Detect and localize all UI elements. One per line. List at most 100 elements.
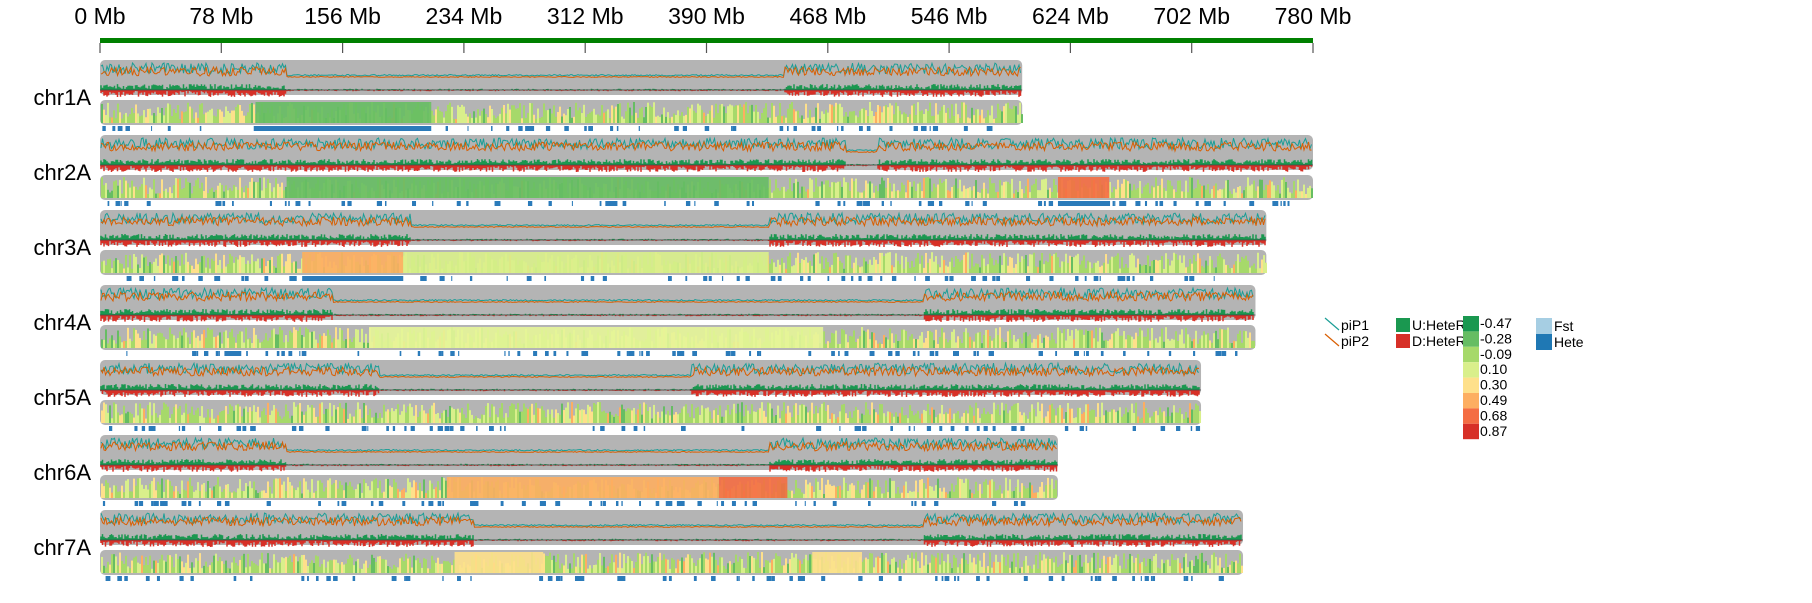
fst-stripe [407, 558, 409, 573]
fst-stripe [959, 179, 961, 198]
fst-stripe [499, 113, 501, 123]
fst-stripe [193, 330, 195, 348]
fst-stripe [825, 484, 827, 498]
fst-stripe [943, 560, 945, 573]
fst-stripe [833, 182, 835, 198]
fst-stripe [1303, 184, 1305, 198]
fst-stripe [947, 342, 949, 348]
fst-stripe [1011, 339, 1013, 348]
fst-stripe [277, 334, 279, 348]
hete-mark [504, 426, 506, 431]
fst-stripe [163, 491, 165, 498]
fst-stripe [1023, 258, 1025, 273]
fst-stripe [1005, 181, 1007, 198]
fst-stripe [873, 567, 875, 573]
fst-stripe [255, 411, 257, 423]
fst-stripe [241, 257, 243, 273]
hete-mark [215, 201, 219, 206]
fst-stripe [289, 482, 291, 498]
fst-stripe [185, 178, 187, 198]
fst-stripe [1251, 340, 1253, 348]
fst-stripe [1063, 552, 1065, 573]
hete-mark [797, 576, 801, 581]
fst-stripe [1065, 560, 1067, 573]
fst-stripe [975, 564, 977, 573]
fst-stripe [1285, 181, 1287, 198]
legend-pi-swatch [1324, 333, 1340, 347]
fst-stripe [111, 268, 113, 273]
hete-block [302, 276, 404, 281]
fst-stripe [1077, 330, 1079, 348]
fst-stripe [1139, 563, 1141, 573]
fst-stripe [789, 252, 791, 273]
hete-mark [437, 501, 442, 506]
hete-mark [476, 426, 478, 431]
fst-stripe [795, 480, 797, 498]
fst-stripe [1113, 409, 1115, 423]
fst-block [718, 477, 788, 498]
fst-stripe [1175, 254, 1177, 273]
fst-stripe [207, 257, 209, 273]
hete-mark [588, 126, 593, 131]
hete-mark [497, 201, 501, 206]
fst-stripe [179, 178, 181, 198]
fst-stripe [905, 330, 907, 348]
fst-stripe [943, 104, 945, 123]
fst-stripe [127, 566, 129, 573]
fst-stripe [155, 335, 157, 348]
fst-stripe [991, 479, 993, 498]
fst-stripe [857, 338, 859, 348]
fst-stripe [251, 488, 253, 498]
hete-mark [315, 576, 319, 581]
fst-stripe [285, 261, 287, 273]
fst-stripe [971, 253, 973, 273]
fst-stripe [161, 253, 163, 273]
fst-stripe [357, 558, 359, 573]
fst-stripe [1233, 340, 1235, 348]
fst-stripe [153, 261, 155, 273]
fst-stripe [805, 191, 807, 198]
fst-stripe [167, 103, 169, 123]
fst-stripe [937, 343, 939, 348]
fst-stripe [735, 105, 737, 123]
hete-mark [506, 126, 510, 131]
fst-stripe [117, 185, 119, 198]
fst-stripe [287, 411, 289, 423]
fst-stripe [837, 256, 839, 273]
fst-stripe [253, 261, 255, 273]
fst-stripe [999, 255, 1001, 273]
fst-stripe [407, 406, 409, 423]
fst-stripe [107, 482, 109, 498]
fst-stripe [649, 105, 651, 123]
hete-mark [1094, 576, 1098, 581]
pi-p2-series [100, 65, 1021, 78]
fst-stripe [381, 559, 383, 573]
fst-stripe [1125, 264, 1127, 273]
fst-stripe [581, 409, 583, 423]
fst-stripe [877, 191, 879, 198]
fst-stripe [1279, 193, 1281, 198]
hete-mark [440, 276, 445, 281]
fst-stripe [247, 486, 249, 498]
fst-stripe [809, 482, 811, 498]
fst-stripe [1189, 177, 1191, 198]
fst-stripe [875, 111, 877, 123]
fst-stripe [893, 480, 895, 498]
fst-stripe [171, 556, 173, 573]
axis-tick-label: 312 Mb [547, 3, 624, 29]
fst-stripe [245, 327, 247, 348]
hete-mark [787, 126, 789, 131]
fst-stripe [295, 329, 297, 348]
fst-stripe [863, 257, 865, 273]
fst-stripe [255, 261, 257, 273]
fst-stripe [299, 557, 301, 573]
hete-mark [284, 201, 287, 206]
fst-stripe [1071, 330, 1073, 348]
hete-mark [156, 576, 160, 581]
fst-stripe [209, 565, 211, 573]
fst-stripe [1193, 189, 1195, 198]
fst-stripe [913, 338, 915, 348]
fst-stripe [245, 264, 247, 273]
fst-stripe [651, 418, 653, 423]
fst-stripe [251, 343, 253, 348]
